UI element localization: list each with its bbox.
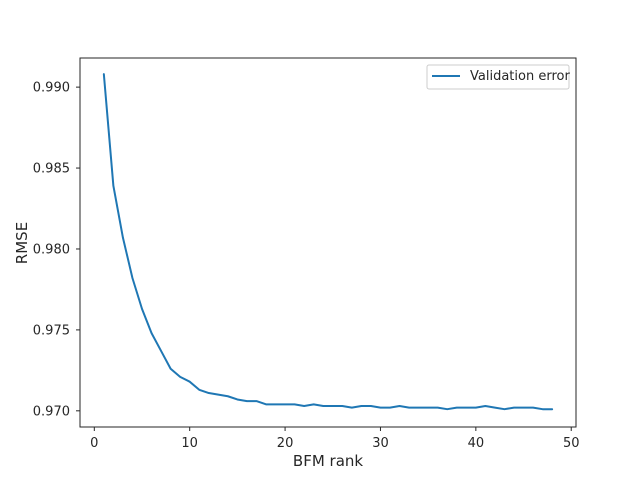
legend-box <box>426 64 570 90</box>
x-tick-label: 30 <box>372 436 389 451</box>
x-axis-ticks: 0 10 20 30 40 50 <box>90 427 580 451</box>
x-tick-label: 40 <box>468 436 485 451</box>
x-tick-label: 10 <box>181 436 198 451</box>
plot-frame <box>79 57 577 428</box>
y-tick-label: 0.990 <box>33 81 70 96</box>
x-axis-label: BFM rank <box>293 452 363 470</box>
series-layer <box>102 73 554 411</box>
y-axis-label: RMSE <box>13 222 31 264</box>
y-tick-label: 0.970 <box>33 404 70 419</box>
y-tick-label: 0.975 <box>33 323 70 338</box>
y-axis-ticks: 0.970 0.975 0.980 0.985 0.990 <box>33 81 80 419</box>
legend-entry-validation-error: Validation error <box>470 69 570 84</box>
y-tick-label: 0.980 <box>33 242 70 257</box>
x-tick-label: 50 <box>563 436 580 451</box>
series-line-validation-error <box>102 73 554 411</box>
x-tick-label: 20 <box>277 436 294 451</box>
y-tick-label: 0.985 <box>33 162 70 177</box>
x-tick-label: 0 <box>90 436 98 451</box>
legend: Validation error <box>426 64 570 90</box>
